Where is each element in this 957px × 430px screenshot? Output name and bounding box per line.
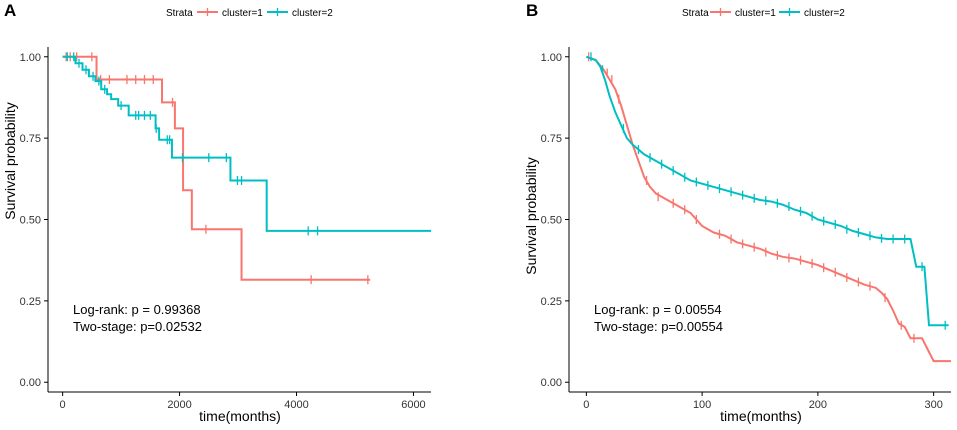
panel-b-x-axis-title: time(months): [720, 408, 802, 424]
panel-b-y-tick-label: 0.25: [541, 296, 562, 308]
panel-b-y-tick-label: 1.00: [541, 52, 562, 64]
panel-b-legend: Strata cluster=1 cluster=2: [682, 8, 845, 19]
panel-a-y-tick-label: 0.75: [20, 133, 41, 145]
panel-a-label: A: [4, 1, 16, 20]
legend-key-cluster-2: [779, 8, 800, 16]
panel-a: A Strata cluster=1 cluster=2 Survival pr…: [2, 1, 431, 424]
panel-b-y-axis-title: Survival probability: [523, 157, 539, 275]
panel-a-survival-curve-cluster-2: [62, 55, 431, 232]
panel-b-y-tick-label: 0.75: [541, 133, 562, 145]
panel-a-y-axis-title: Survival probability: [2, 102, 18, 220]
panel-a-x-tick-label: 6000: [401, 399, 425, 411]
panel-b-legend-label-cluster-1: cluster=1: [735, 8, 776, 19]
panel-a-y-tick-label: 1.00: [20, 52, 41, 64]
panel-b: B Strata cluster=1 cluster=2 Survival pr…: [523, 1, 951, 424]
panel-b-log-rank-text: Log-rank: p = 0.00554: [594, 302, 722, 317]
panel-a-y-tick-label: 0.50: [20, 215, 41, 227]
panel-b-y-tick-label: 0.50: [541, 215, 562, 227]
panel-a-legend: Strata cluster=1 cluster=2: [166, 8, 333, 19]
panel-b-two-stage-text: Two-stage: p=0.00554: [594, 319, 723, 334]
panel-b-legend-label-cluster-2: cluster=2: [804, 8, 845, 19]
panel-a-survival-curve-cluster-1: [62, 55, 371, 281]
panel-a-y-tick-label: 0.00: [20, 377, 41, 389]
panel-b-y-tick-label: 0.00: [541, 377, 562, 389]
panel-a-x-tick-label: 4000: [284, 399, 308, 411]
panel-b-x-tick-label: 300: [924, 399, 942, 411]
panel-b-x-tick-label: 200: [809, 399, 827, 411]
legend-key-cluster-1: [197, 8, 218, 16]
legend-key-cluster-2: [267, 8, 288, 16]
panel-a-x-tick-label: 2000: [167, 399, 191, 411]
panel-a-legend-title: Strata: [166, 8, 193, 19]
panel-b-x-tick-label: 100: [693, 399, 711, 411]
panel-b-label: B: [526, 1, 538, 20]
panel-b-plot-area: 0.00 0.25 0.50 0.75 1.00 0 100 200 300: [541, 47, 951, 411]
panel-b-x-tick-label: 0: [583, 399, 589, 411]
panel-a-log-rank-text: Log-rank: p = 0.99368: [73, 302, 201, 317]
panel-a-two-stage-text: Two-stage: p=0.02532: [73, 319, 202, 334]
panel-a-legend-label-cluster-1: cluster=1: [222, 8, 263, 19]
panel-a-y-tick-label: 0.25: [20, 296, 41, 308]
legend-key-cluster-1: [710, 8, 731, 16]
panel-a-x-axis-title: time(months): [199, 408, 281, 424]
panel-b-survival-curve-cluster-2: [586, 55, 949, 327]
panel-a-plot-area: 0.00 0.25 0.50 0.75 1.00 0 2000 4000 6000: [20, 47, 431, 411]
panel-b-legend-title: Strata: [682, 8, 709, 19]
panel-a-x-tick-label: 0: [60, 399, 66, 411]
panel-a-legend-label-cluster-2: cluster=2: [292, 8, 333, 19]
